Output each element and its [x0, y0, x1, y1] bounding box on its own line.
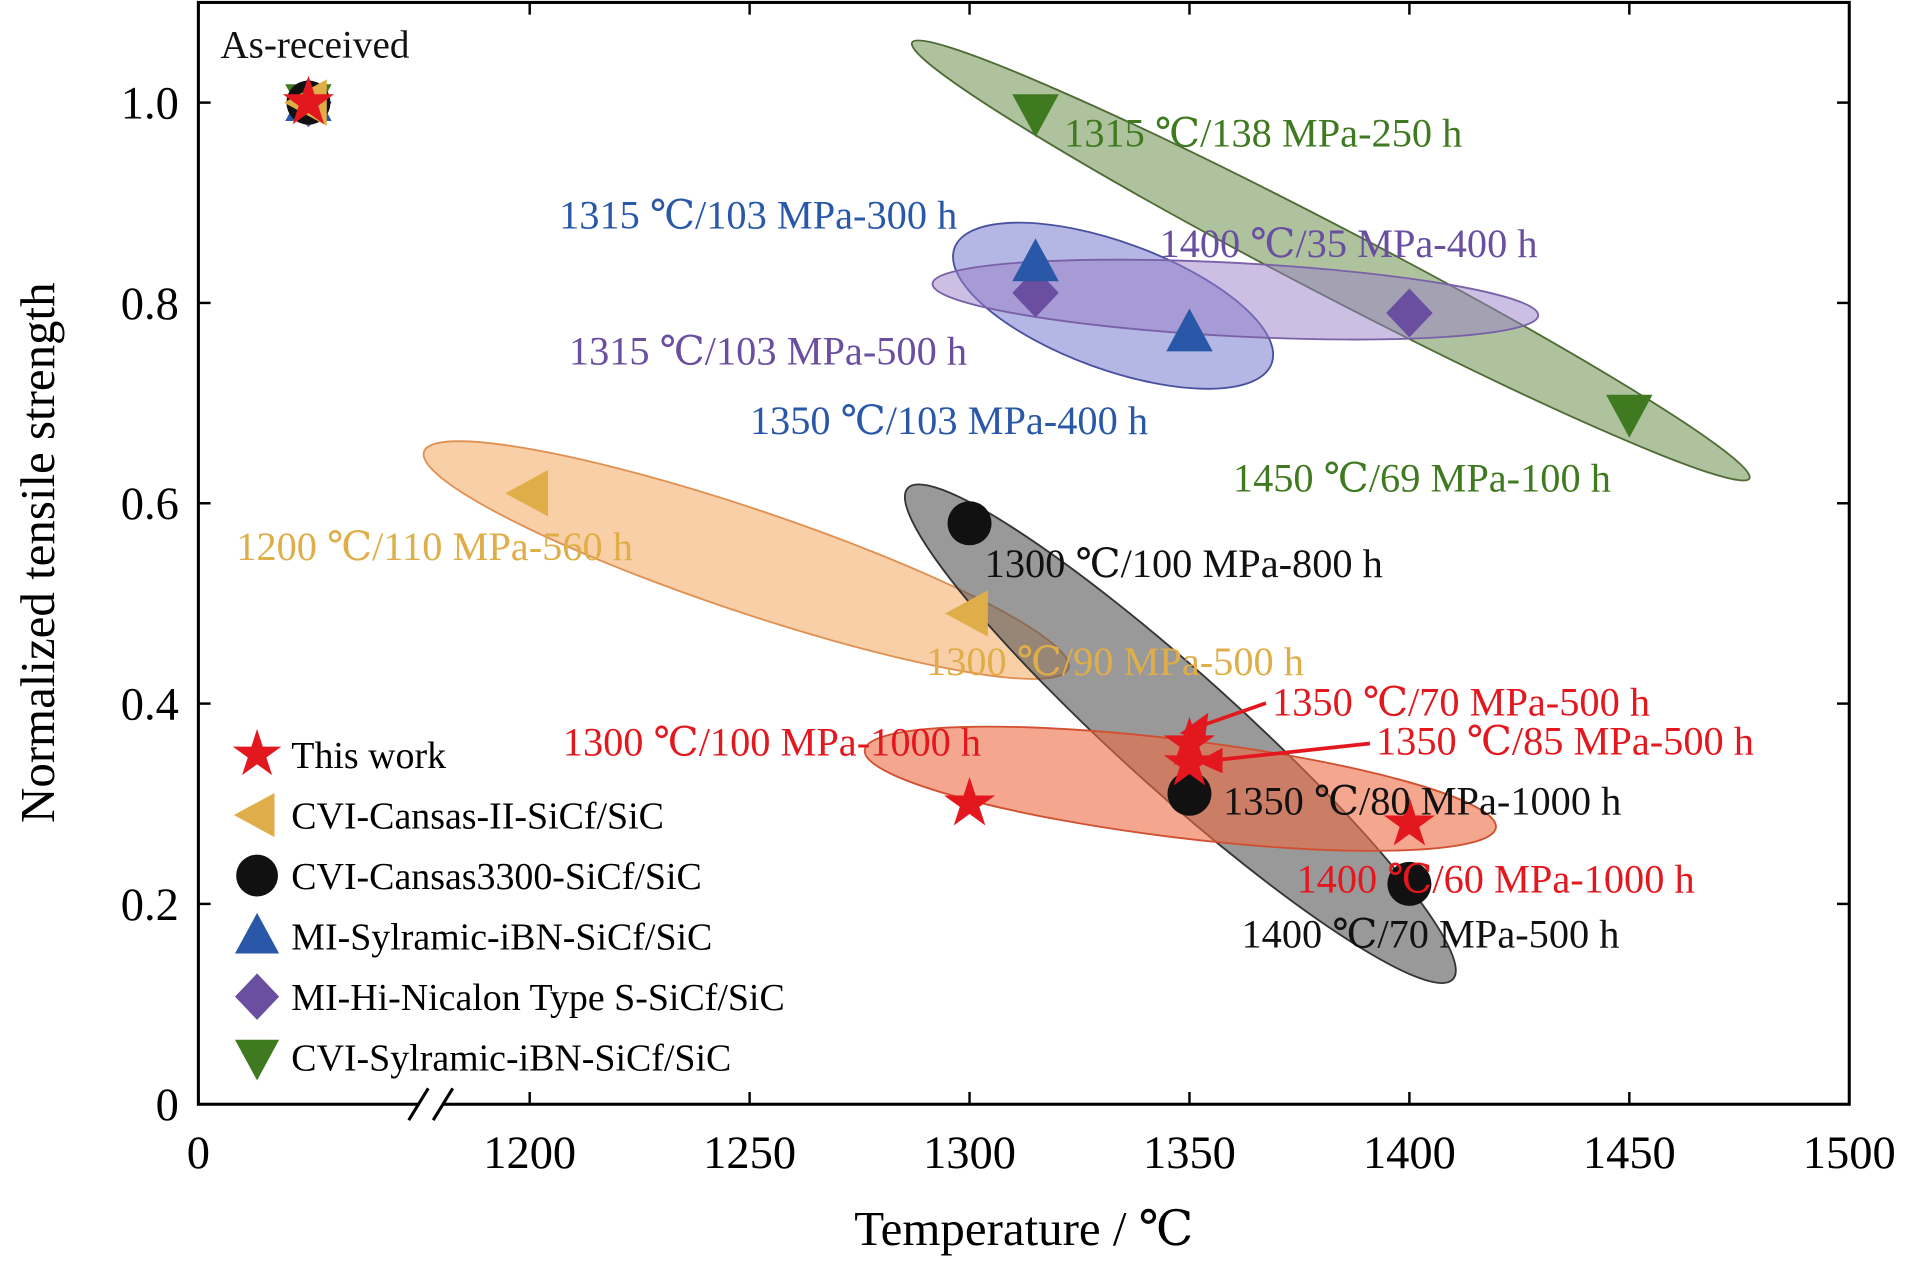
- legend-marker: [235, 973, 280, 1020]
- annotation: 1400 ℃/60 MPa-1000 h: [1297, 857, 1695, 902]
- point: [945, 590, 988, 637]
- point: [282, 75, 335, 125]
- point: [1166, 308, 1213, 352]
- point: [505, 470, 549, 517]
- point: [1383, 796, 1435, 846]
- legend-marker: [232, 728, 282, 776]
- legend-marker: [233, 792, 275, 838]
- y-tick-label: 0: [156, 1080, 179, 1131]
- legend-label: CVI-Sylramic-iBN-SiCf/SiC: [291, 1038, 731, 1080]
- x-axis-label: Temperature / ℃: [854, 1201, 1193, 1256]
- x-tick-label: 1350: [1143, 1128, 1236, 1179]
- legend-label: CVI-Cansas3300-SiCf/SiC: [291, 856, 702, 898]
- point: [1012, 94, 1059, 138]
- point: [1606, 394, 1653, 438]
- y-tick-label: 0.4: [121, 679, 179, 730]
- annotation: 1315 ℃/103 MPa-300 h: [559, 193, 957, 238]
- point: [947, 501, 992, 546]
- annotation: 1350 ℃/70 MPa-500 h: [1272, 679, 1650, 724]
- y-tick-label: 0.6: [121, 479, 179, 530]
- annotation: 1315 ℃/138 MPa-250 h: [1064, 111, 1462, 156]
- axis-break-gap: [419, 1088, 442, 1121]
- annotation: 1300 ℃/90 MPa-500 h: [926, 639, 1304, 684]
- x-tick-label: 1500: [1803, 1128, 1896, 1179]
- x-tick-label: 1450: [1583, 1128, 1676, 1179]
- annotation: 1400 ℃/35 MPa-400 h: [1160, 221, 1538, 266]
- y-tick-label: 0.2: [121, 880, 179, 931]
- legend-label: MI-Hi-Nicalon Type S-SiCf/SiC: [291, 977, 784, 1019]
- legend-marker: [235, 1039, 280, 1081]
- annotation: 1200 ℃/110 MPa-560 h: [236, 524, 633, 569]
- annotation: 1300 ℃/100 MPa-1000 h: [563, 720, 981, 765]
- x-tick-label: 1300: [923, 1128, 1016, 1179]
- x-tick-label: 0: [187, 1128, 210, 1179]
- x-tick-label: 1250: [703, 1128, 796, 1179]
- annotation: 1300 ℃/100 MPa-800 h: [985, 541, 1383, 586]
- y-tick-label: 1.0: [121, 79, 179, 130]
- point: [943, 776, 996, 826]
- legend-label: This work: [291, 735, 446, 777]
- x-tick-label: 1200: [483, 1128, 576, 1179]
- legend-marker: [235, 912, 280, 954]
- point: [1387, 861, 1432, 906]
- axis-break: [407, 1087, 430, 1121]
- annotation: 1350 ℃/103 MPa-400 h: [750, 398, 1148, 443]
- x-tick-label: 1400: [1363, 1128, 1456, 1179]
- axis-break: [431, 1087, 455, 1121]
- point: [1167, 771, 1212, 816]
- annotation: 1450 ℃/69 MPa-100 h: [1233, 456, 1611, 501]
- annotation: 1350 ℃/85 MPa-500 h: [1376, 719, 1754, 764]
- annotation: 1315 ℃/103 MPa-500 h: [569, 328, 967, 373]
- point: [1163, 736, 1216, 786]
- legend-label: MI-Sylramic-iBN-SiCf/SiC: [291, 917, 712, 959]
- legend-marker: [236, 854, 278, 897]
- annotation: As-received: [220, 23, 409, 66]
- annotation: 1400 ℃/70 MPa-500 h: [1241, 912, 1619, 957]
- y-axis-label: Normalized tensile strength: [10, 282, 65, 823]
- annotation: 1350 ℃/80 MPa-1000 h: [1223, 778, 1621, 823]
- y-tick-label: 0.8: [121, 279, 179, 330]
- point: [1012, 238, 1059, 282]
- region: [931, 258, 1540, 341]
- legend-label: CVI-Cansas-II-SiCf/SiC: [291, 795, 664, 837]
- arrow: [1210, 741, 1371, 763]
- plot-frame: [196, 0, 1851, 1106]
